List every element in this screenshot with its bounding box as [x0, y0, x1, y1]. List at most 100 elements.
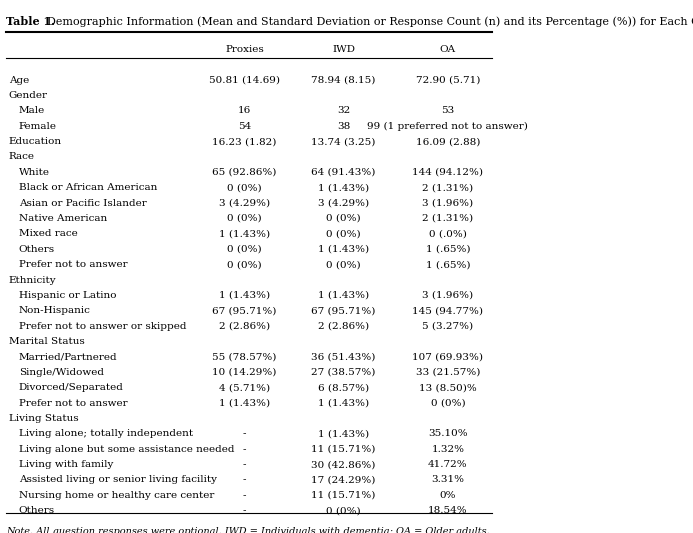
Text: 1 (1.43%): 1 (1.43%): [219, 229, 270, 238]
Text: Demographic Information (Mean and Standard Deviation or Response Count (n) and i: Demographic Information (Mean and Standa…: [40, 17, 693, 27]
Text: 0 (0%): 0 (0%): [227, 214, 262, 223]
Text: 27 (38.57%): 27 (38.57%): [311, 368, 376, 377]
Text: Hispanic or Latino: Hispanic or Latino: [19, 291, 116, 300]
Text: Male: Male: [19, 106, 45, 115]
Text: Asian or Pacific Islander: Asian or Pacific Islander: [19, 199, 146, 208]
Text: Living Status: Living Status: [9, 414, 78, 423]
Text: Native American: Native American: [19, 214, 107, 223]
Text: 41.72%: 41.72%: [428, 460, 468, 469]
Text: Ethnicity: Ethnicity: [9, 276, 56, 285]
Text: 1 (1.43%): 1 (1.43%): [219, 291, 270, 300]
Text: 0%: 0%: [439, 491, 456, 500]
Text: Marital Status: Marital Status: [9, 337, 85, 346]
Text: 50.81 (14.69): 50.81 (14.69): [209, 76, 280, 85]
Text: Age: Age: [9, 76, 29, 85]
Text: Married/Partnered: Married/Partnered: [19, 352, 117, 361]
Text: Prefer not to answer or skipped: Prefer not to answer or skipped: [19, 321, 186, 330]
Text: 0 (0%): 0 (0%): [430, 399, 465, 408]
Text: 53: 53: [441, 106, 455, 115]
Text: 65 (92.86%): 65 (92.86%): [212, 168, 277, 177]
Text: 99 (1 preferred not to answer): 99 (1 preferred not to answer): [367, 122, 528, 131]
Text: 18.54%: 18.54%: [428, 506, 468, 515]
Text: 145 (94.77%): 145 (94.77%): [412, 306, 483, 315]
Text: 2 (1.31%): 2 (1.31%): [422, 214, 473, 223]
Text: 0 (0%): 0 (0%): [326, 214, 361, 223]
Text: 107 (69.93%): 107 (69.93%): [412, 352, 483, 361]
Text: 1 (.65%): 1 (.65%): [426, 260, 470, 269]
Text: 1 (1.43%): 1 (1.43%): [318, 245, 369, 254]
Text: 16.23 (1.82): 16.23 (1.82): [212, 137, 277, 146]
Text: 6 (8.57%): 6 (8.57%): [318, 383, 369, 392]
Text: 11 (15.71%): 11 (15.71%): [311, 491, 376, 500]
Text: 2 (2.86%): 2 (2.86%): [219, 321, 270, 330]
Text: Education: Education: [9, 137, 62, 146]
Text: Proxies: Proxies: [225, 45, 264, 54]
Text: 10 (14.29%): 10 (14.29%): [212, 368, 277, 377]
Text: 4 (5.71%): 4 (5.71%): [219, 383, 270, 392]
Text: 33 (21.57%): 33 (21.57%): [416, 368, 480, 377]
Text: 3 (4.29%): 3 (4.29%): [318, 199, 369, 208]
Text: 0 (.0%): 0 (.0%): [429, 229, 467, 238]
Text: 72.90 (5.71): 72.90 (5.71): [416, 76, 480, 85]
Text: Living alone but some assistance needed: Living alone but some assistance needed: [19, 445, 234, 454]
Text: 1.32%: 1.32%: [431, 445, 464, 454]
Text: 13 (8.50)%: 13 (8.50)%: [419, 383, 477, 392]
Text: 0 (0%): 0 (0%): [326, 229, 361, 238]
Text: 67 (95.71%): 67 (95.71%): [212, 306, 277, 315]
Text: 3 (4.29%): 3 (4.29%): [219, 199, 270, 208]
Text: 30 (42.86%): 30 (42.86%): [311, 460, 376, 469]
Text: Prefer not to answer: Prefer not to answer: [19, 399, 128, 408]
Text: 1 (1.43%): 1 (1.43%): [219, 399, 270, 408]
Text: 3.31%: 3.31%: [431, 475, 464, 484]
Text: 0 (0%): 0 (0%): [326, 260, 361, 269]
Text: Single/Widowed: Single/Widowed: [19, 368, 104, 377]
Text: OA: OA: [440, 45, 456, 54]
Text: 1 (1.43%): 1 (1.43%): [318, 291, 369, 300]
Text: 2 (2.86%): 2 (2.86%): [318, 321, 369, 330]
Text: 13.74 (3.25): 13.74 (3.25): [311, 137, 376, 146]
Text: Non-Hispanic: Non-Hispanic: [19, 306, 91, 315]
Text: Others: Others: [19, 506, 55, 515]
Text: 11 (15.71%): 11 (15.71%): [311, 445, 376, 454]
Text: 16: 16: [238, 106, 251, 115]
Text: 17 (24.29%): 17 (24.29%): [311, 475, 376, 484]
Text: 55 (78.57%): 55 (78.57%): [212, 352, 277, 361]
Text: Prefer not to answer: Prefer not to answer: [19, 260, 128, 269]
Text: Living alone; totally independent: Living alone; totally independent: [19, 429, 193, 438]
Text: 1 (1.43%): 1 (1.43%): [318, 399, 369, 408]
Text: 54: 54: [238, 122, 251, 131]
Text: Mixed race: Mixed race: [19, 229, 78, 238]
Text: 5 (3.27%): 5 (3.27%): [422, 321, 473, 330]
Text: -: -: [243, 460, 246, 469]
Text: -: -: [243, 475, 246, 484]
Text: 1 (1.43%): 1 (1.43%): [318, 183, 369, 192]
Text: 16.09 (2.88): 16.09 (2.88): [416, 137, 480, 146]
Text: 1 (.65%): 1 (.65%): [426, 245, 470, 254]
Text: 38: 38: [337, 122, 350, 131]
Text: Living with family: Living with family: [19, 460, 113, 469]
Text: Gender: Gender: [9, 91, 48, 100]
Text: -: -: [243, 506, 246, 515]
Text: 3 (1.96%): 3 (1.96%): [422, 291, 473, 300]
Text: 0 (0%): 0 (0%): [227, 260, 262, 269]
Text: White: White: [19, 168, 50, 177]
Text: Divorced/Separated: Divorced/Separated: [19, 383, 123, 392]
Text: Female: Female: [19, 122, 57, 131]
Text: Black or African American: Black or African American: [19, 183, 157, 192]
Text: 0 (0%): 0 (0%): [227, 183, 262, 192]
Text: Assisted living or senior living facility: Assisted living or senior living facilit…: [19, 475, 217, 484]
Text: 144 (94.12%): 144 (94.12%): [412, 168, 483, 177]
Text: Note. All question responses were optional. IWD = Individuals with dementia; OA : Note. All question responses were option…: [6, 527, 490, 533]
Text: 36 (51.43%): 36 (51.43%): [311, 352, 376, 361]
Text: -: -: [243, 429, 246, 438]
Text: 78.94 (8.15): 78.94 (8.15): [311, 76, 376, 85]
Text: 0 (0%): 0 (0%): [326, 506, 361, 515]
Text: 0 (0%): 0 (0%): [227, 245, 262, 254]
Text: -: -: [243, 491, 246, 500]
Text: IWD: IWD: [332, 45, 356, 54]
Text: 35.10%: 35.10%: [428, 429, 468, 438]
Text: -: -: [243, 445, 246, 454]
Text: 2 (1.31%): 2 (1.31%): [422, 183, 473, 192]
Text: Others: Others: [19, 245, 55, 254]
Text: 1 (1.43%): 1 (1.43%): [318, 429, 369, 438]
